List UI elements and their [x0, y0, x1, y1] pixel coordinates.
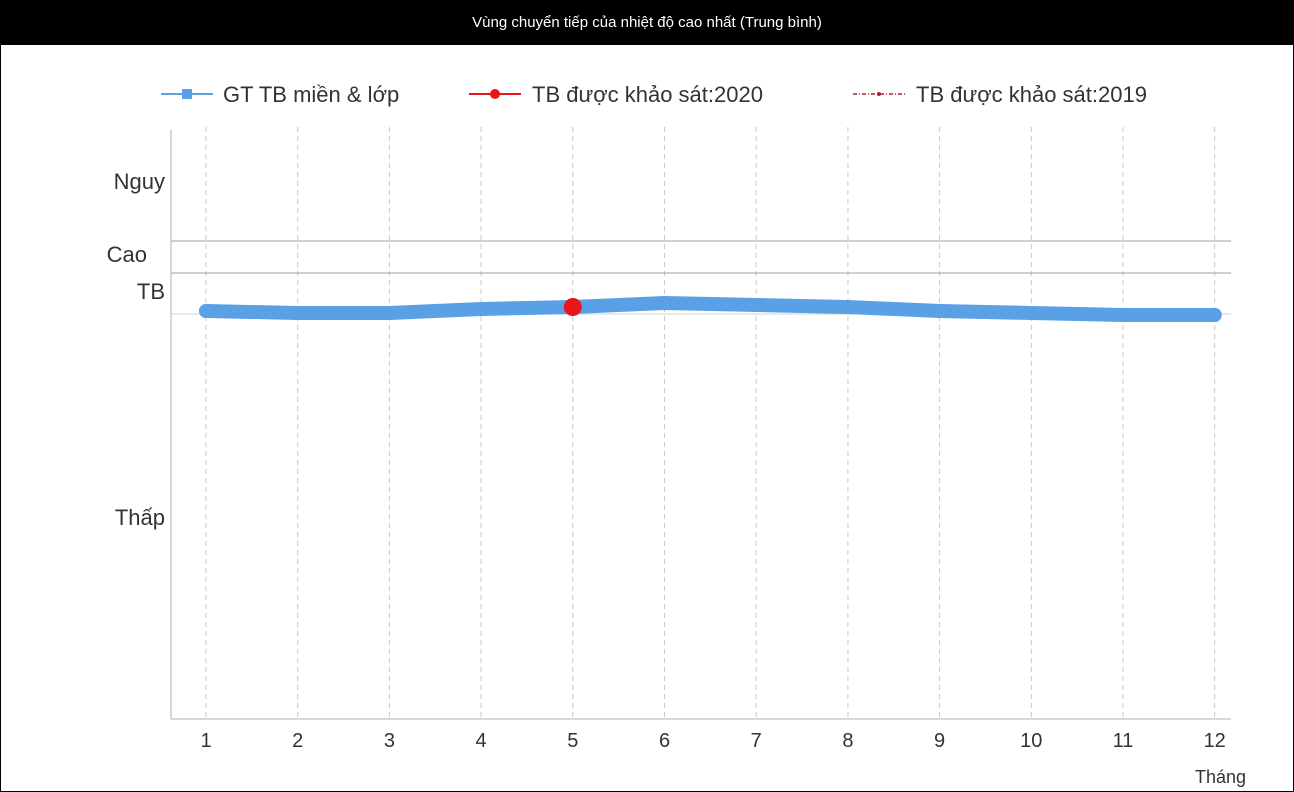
- x-tick-label: 8: [842, 730, 853, 752]
- legend-item-series-3[interactable]: TB được khảo sát:2019: [853, 82, 1147, 107]
- legend: GT TB miền & lớp TB được khảo sát:2020 T…: [161, 82, 1147, 107]
- y-level-tb: TB: [137, 279, 165, 304]
- x-tick-label: 9: [934, 730, 945, 752]
- x-tick-label: 11: [1113, 730, 1134, 752]
- x-tick-labels: 1 2 3 4 5 6 7 8 9 10 11 12: [200, 730, 1225, 752]
- series-2-point[interactable]: [563, 298, 582, 316]
- legend-label-series-2: TB được khảo sát:2020: [532, 82, 763, 107]
- chart-title: Vùng chuyển tiếp của nhiệt độ cao nhất (…: [1, 1, 1293, 45]
- series-line-1: [199, 296, 1222, 322]
- x-tick-label: 3: [384, 730, 395, 752]
- y-level-thap: Thấp: [115, 505, 165, 530]
- y-level-cao: Cao: [107, 242, 147, 267]
- line-chart: GT TB miền & lớp TB được khảo sát:2020 T…: [107, 82, 1246, 787]
- x-tick-label: 7: [751, 730, 762, 752]
- series-1-point[interactable]: [290, 306, 305, 320]
- y-level-nguy: Nguy: [114, 169, 165, 194]
- x-tick-label: 5: [567, 730, 578, 752]
- series-1-point[interactable]: [840, 300, 855, 314]
- legend-item-series-2[interactable]: TB được khảo sát:2020: [469, 82, 763, 107]
- x-tick-label: 10: [1020, 730, 1042, 752]
- x-tick-label: 6: [659, 730, 670, 752]
- series-1-point[interactable]: [657, 296, 672, 310]
- series-1-point[interactable]: [1024, 306, 1039, 320]
- legend-item-series-1[interactable]: GT TB miền & lớp: [161, 82, 399, 107]
- legend-marker-series-2: [490, 89, 500, 99]
- series-1-point[interactable]: [474, 302, 489, 316]
- legend-label-series-3: TB được khảo sát:2019: [916, 82, 1147, 107]
- series-1-point[interactable]: [749, 298, 764, 312]
- series-1-point[interactable]: [1116, 308, 1130, 322]
- legend-marker-series-1: [182, 89, 192, 99]
- series-1-point[interactable]: [382, 306, 397, 320]
- series-1-point[interactable]: [932, 304, 947, 318]
- x-axis-label: Tháng: [1195, 767, 1246, 787]
- series: [199, 296, 1222, 322]
- x-tick-label: 1: [200, 730, 211, 752]
- series-1-point[interactable]: [199, 304, 213, 318]
- legend-label-series-1: GT TB miền & lớp: [223, 82, 399, 107]
- series-1-point[interactable]: [1207, 308, 1222, 322]
- x-tick-label: 4: [476, 730, 487, 752]
- legend-marker-series-3: [877, 92, 881, 96]
- x-tick-label: 12: [1204, 730, 1226, 752]
- x-tick-label: 2: [292, 730, 303, 752]
- grid: [205, 127, 1216, 719]
